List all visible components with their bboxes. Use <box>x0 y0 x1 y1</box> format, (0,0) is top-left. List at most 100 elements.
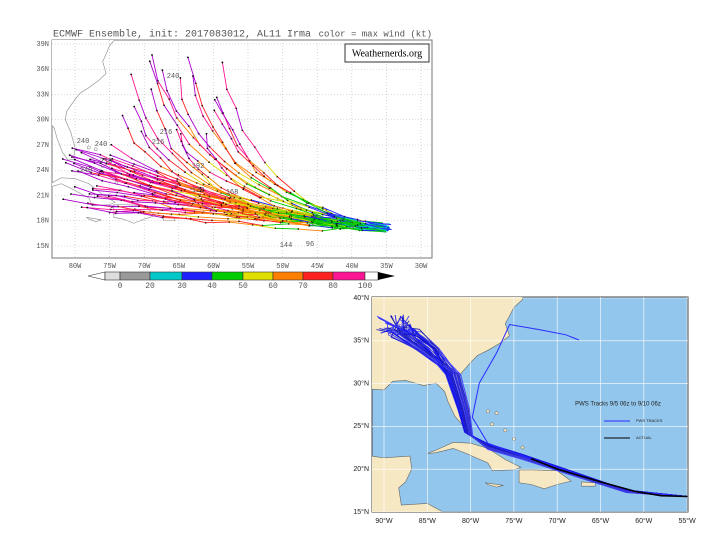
track-segment <box>167 202 192 206</box>
track-point <box>110 167 113 170</box>
track-segment <box>62 158 90 168</box>
track-segment <box>286 211 312 217</box>
top-tracks <box>61 54 392 233</box>
track-segment <box>250 177 270 189</box>
track-segment <box>171 171 187 183</box>
track-segment <box>226 168 247 185</box>
track-segment <box>343 218 366 225</box>
track-segment <box>311 216 337 219</box>
island <box>503 428 508 433</box>
track-segment <box>222 113 234 130</box>
track-segment <box>170 148 188 163</box>
track-segment <box>87 207 116 214</box>
track-segment <box>242 212 266 216</box>
track-label: 216 <box>100 158 113 166</box>
lat-label: 33N <box>36 91 49 99</box>
track-segment <box>270 200 297 209</box>
colorbar-label: 100 <box>358 282 373 291</box>
track-point <box>91 187 94 190</box>
track-point <box>133 105 136 108</box>
track-segment <box>206 133 208 149</box>
track-point <box>213 109 216 112</box>
track-segment <box>249 205 279 214</box>
track-segment <box>77 170 103 182</box>
track-segment <box>89 166 116 180</box>
track-segment <box>124 195 153 202</box>
track-segment <box>133 142 146 152</box>
track-segment <box>126 178 151 188</box>
track-point <box>121 114 124 117</box>
track-segment <box>232 129 241 145</box>
track-point <box>73 185 76 188</box>
track-point <box>186 56 189 59</box>
top-title: ECMWF Ensemble, init: 2017083012, AL11 I… <box>53 29 311 41</box>
track-segment <box>134 171 158 181</box>
track-segment <box>252 224 276 229</box>
track-label: 192 <box>192 163 205 171</box>
track-segment <box>279 217 301 222</box>
track-segment <box>133 163 158 174</box>
track-segment <box>155 202 179 205</box>
track-segment <box>203 190 222 200</box>
colorbar-box <box>272 271 304 281</box>
watermark-box <box>344 43 430 63</box>
track-segment <box>231 138 239 152</box>
track-segment <box>117 192 142 197</box>
bottom-tracks <box>376 314 688 498</box>
track-segment <box>209 171 227 182</box>
lon-label: 85°W <box>419 517 437 525</box>
track-segment <box>112 158 133 167</box>
track-segment <box>108 195 133 203</box>
track-segment <box>254 146 266 163</box>
track-segment <box>149 179 176 187</box>
colorbar-label: 0 <box>118 282 123 291</box>
track-segment <box>230 197 253 206</box>
track-segment <box>185 217 206 224</box>
track-segment <box>255 212 283 222</box>
track-segment <box>91 172 122 179</box>
track-point <box>89 158 91 161</box>
land <box>581 481 596 487</box>
track-segment <box>282 207 313 215</box>
track-point <box>71 170 73 172</box>
track-point <box>107 195 110 198</box>
track-segment <box>156 148 169 161</box>
track-segment <box>322 206 345 218</box>
track-segment <box>192 75 196 96</box>
colorbar-box <box>211 271 244 281</box>
colorbar-label: 40 <box>207 282 217 291</box>
track-segment <box>89 193 117 196</box>
track-segment <box>277 184 291 194</box>
track-segment <box>238 220 263 226</box>
track-point <box>109 159 112 162</box>
track-segment <box>260 196 284 202</box>
track-segment <box>263 175 276 185</box>
track-segment <box>247 203 271 214</box>
track-segment <box>234 162 252 179</box>
track-point <box>68 154 71 157</box>
track-point <box>101 170 103 172</box>
track-segment <box>264 162 278 177</box>
colorbar-box <box>181 271 213 281</box>
lat-label: 36N <box>36 66 49 74</box>
top-grid <box>52 40 432 258</box>
lat-label: 24N <box>36 167 49 175</box>
track-segment <box>321 222 347 227</box>
track-segment <box>159 207 183 211</box>
track-segment <box>229 211 258 219</box>
track-segment <box>150 89 158 111</box>
track-segment <box>157 83 165 106</box>
track-point <box>62 198 65 201</box>
track-segment <box>198 216 228 220</box>
track-point <box>70 193 72 195</box>
track-segment <box>65 162 92 174</box>
track-segment <box>161 209 186 213</box>
track-point <box>179 77 182 79</box>
track-segment <box>195 83 203 106</box>
track-segment <box>111 167 134 176</box>
track-segment <box>224 161 240 174</box>
track-segment <box>176 180 201 192</box>
bottom-grid <box>372 297 688 512</box>
track-segment <box>238 212 260 218</box>
track-segment <box>115 179 141 187</box>
